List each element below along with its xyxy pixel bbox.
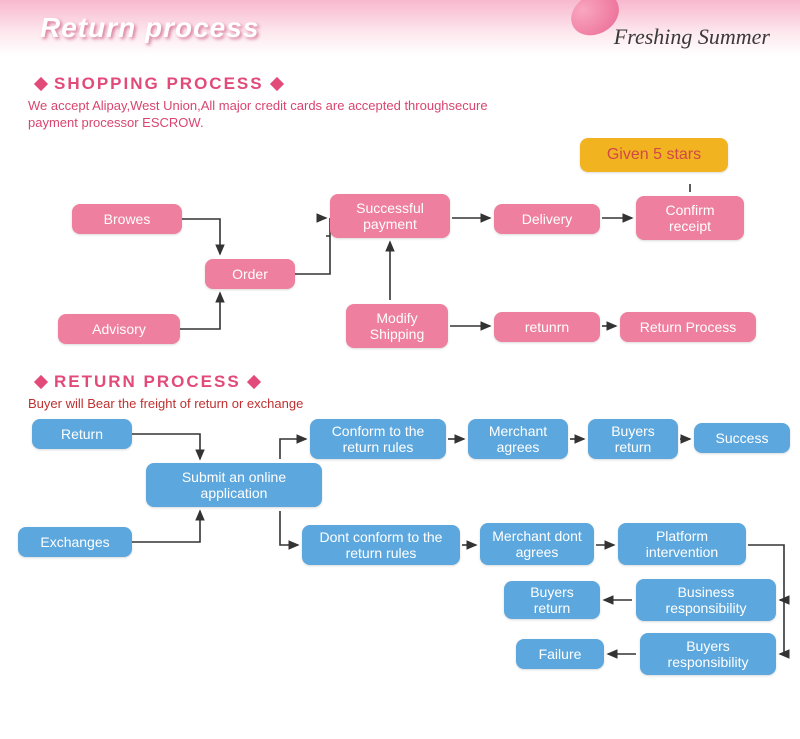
flow-node-conform: Conform to the return rules [310,419,446,459]
shopping-section-title: SHOPPING PROCESS [28,74,800,94]
flow-edge [132,511,200,542]
flow-node-buyresp: Buyers responsibility [640,633,776,675]
flow-node-bret2: Buyers return [504,581,600,619]
flow-node-stars: Given 5 stars [580,138,728,172]
flow-edge [780,600,784,654]
flow-node-failure: Failure [516,639,604,669]
flow-edge [132,434,200,459]
diamond-icon [34,77,48,91]
diamond-icon [270,77,284,91]
diamond-icon [247,375,261,389]
flow-node-magrees: Merchant agrees [468,419,568,459]
flow-node-notconf: Dont conform to the return rules [302,525,460,565]
flow-node-return: Return [32,419,132,449]
header-subtitle: Freshing Summer [614,24,770,50]
diamond-icon [34,375,48,389]
flow-node-payment: Successful payment [330,194,450,238]
return-subtitle: Buyer will Bear the freight of return or… [28,396,488,413]
return-title-text: RETURN PROCESS [54,372,241,392]
flow-node-modify: Modify Shipping [346,304,448,348]
return-section-title: RETURN PROCESS [28,372,800,392]
flow-edge [182,219,220,254]
return-flow-canvas: Return Exchanges Submit an online applicat… [0,419,800,689]
flow-node-platform: Platform intervention [618,523,746,565]
flow-edge [180,293,220,329]
flow-node-advisory: Advisory [58,314,180,344]
flow-node-retproc: Return Process [620,312,756,342]
flow-edge [280,439,306,459]
flow-node-submit: Submit an online application [146,463,322,507]
flow-edge [280,511,298,545]
shopping-flow-canvas: Browes Order Advisory Successful payment Mod… [0,138,800,368]
flow-node-confirm: Confirm receipt [636,196,744,240]
flow-node-mdont: Merchant dont agrees [480,523,594,565]
flow-node-browes: Browes [72,204,182,234]
flow-node-bret1: Buyers return [588,419,678,459]
flow-node-order: Order [205,259,295,289]
flow-node-exchanges: Exchanges [18,527,132,557]
flow-node-bizresp: Business responsibility [636,579,776,621]
flow-node-retunrn: retunrn [494,312,600,342]
shopping-subtitle: We accept Alipay,West Union,All major cr… [28,98,488,132]
flow-node-success: Success [694,423,790,453]
header-banner: Return process Freshing Summer [0,0,800,56]
shopping-title-text: SHOPPING PROCESS [54,74,264,94]
flow-edge [295,218,330,274]
flow-node-delivery: Delivery [494,204,600,234]
